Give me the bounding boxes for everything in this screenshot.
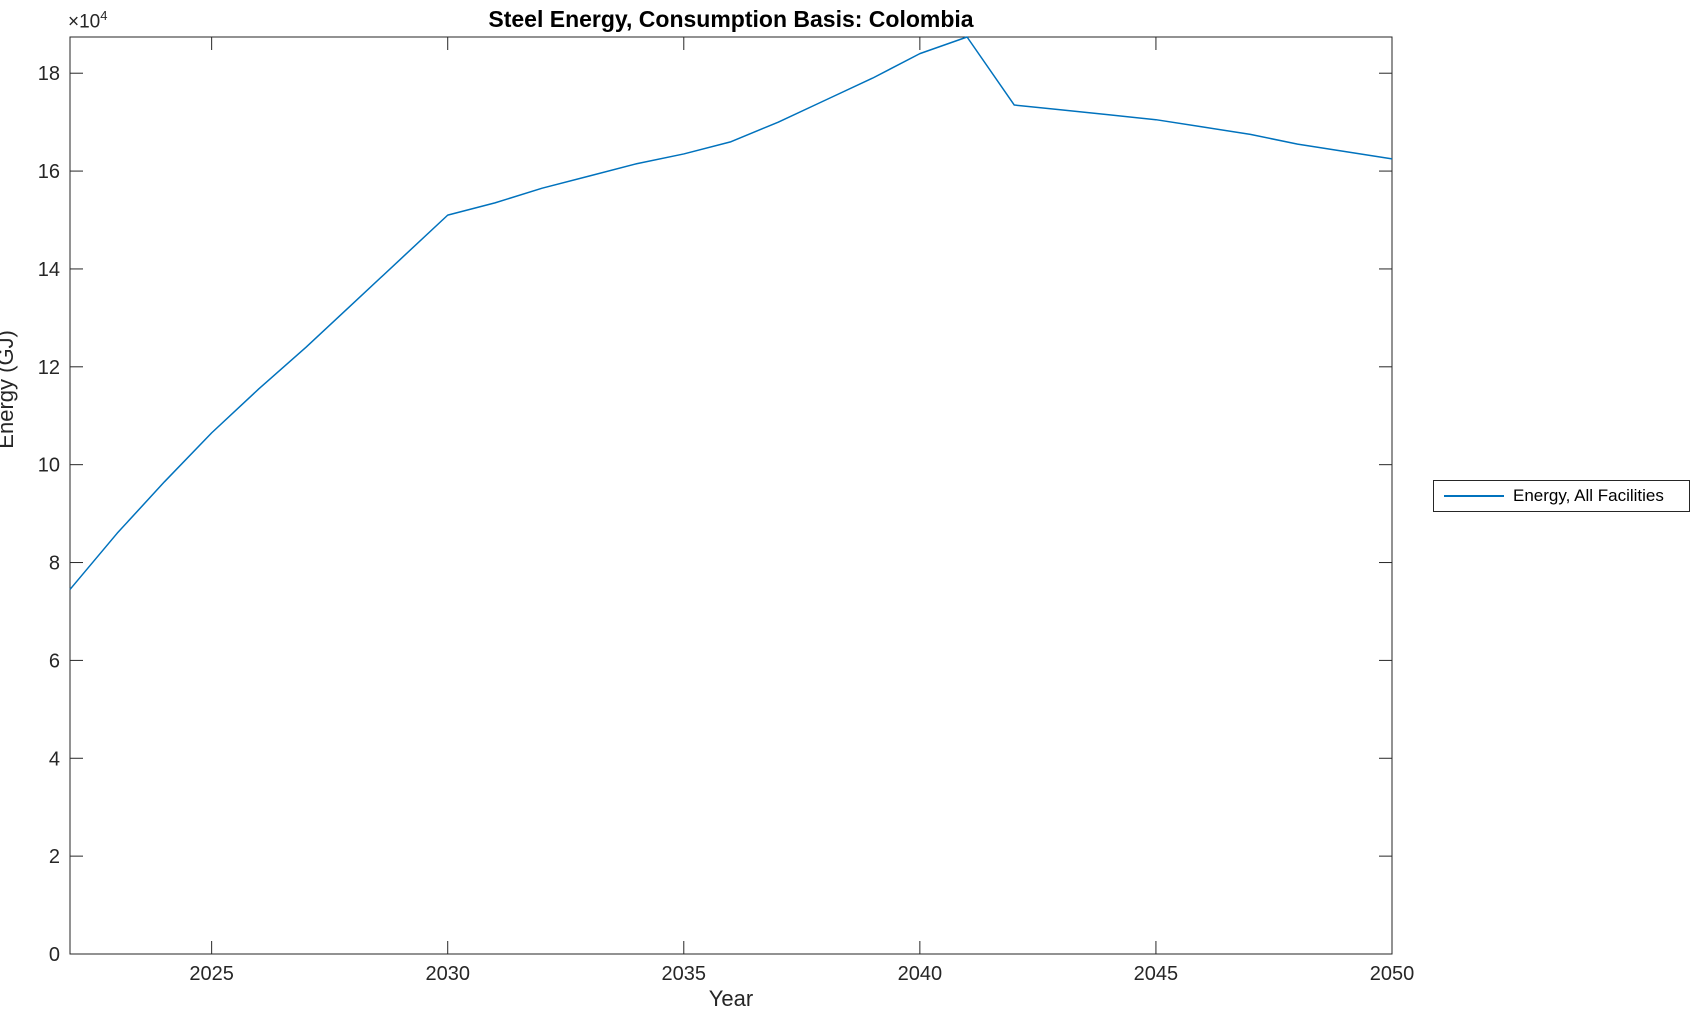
x-tick-label: 2035 xyxy=(662,963,707,985)
legend-entry-label: Energy, All Facilities xyxy=(1513,486,1664,505)
axes-box xyxy=(69,36,1393,955)
y-tick-label: 8 xyxy=(49,553,60,575)
y-tick-label: 14 xyxy=(38,259,60,281)
legend-line-sample-icon xyxy=(1444,495,1504,497)
y-tick-label: 10 xyxy=(38,455,60,477)
x-tick-label: 2040 xyxy=(898,963,943,985)
y-axis-multiplier: ×104 xyxy=(68,8,107,33)
y-tick-label: 0 xyxy=(49,944,60,966)
y-tick-label: 18 xyxy=(38,63,60,85)
chart-title: Steel Energy, Consumption Basis: Colombi… xyxy=(488,6,974,32)
x-tick-label: 2045 xyxy=(1134,963,1179,985)
y-tick-label: 12 xyxy=(38,357,60,379)
y-tick-label: 6 xyxy=(49,650,60,672)
y-axis-multiplier-exponent: 4 xyxy=(100,8,108,23)
y-tick-label: 16 xyxy=(38,161,60,183)
x-tick-label: 2025 xyxy=(189,963,234,985)
x-axis-label: Year xyxy=(708,986,754,1011)
y-tick-label: 4 xyxy=(49,748,60,770)
y-tick-label: 2 xyxy=(49,846,60,868)
x-tick-label: 2050 xyxy=(1370,963,1415,985)
y-axis-label: Energy (GJ) xyxy=(0,330,18,449)
series-line-energy-all-facilities xyxy=(69,36,1393,590)
legend: Energy, All Facilities xyxy=(1433,480,1690,512)
x-tick-label: 2030 xyxy=(425,963,470,985)
y-axis-multiplier-base: ×10 xyxy=(68,11,101,33)
